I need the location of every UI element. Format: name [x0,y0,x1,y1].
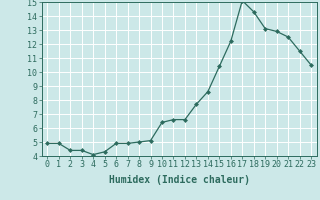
X-axis label: Humidex (Indice chaleur): Humidex (Indice chaleur) [109,175,250,185]
